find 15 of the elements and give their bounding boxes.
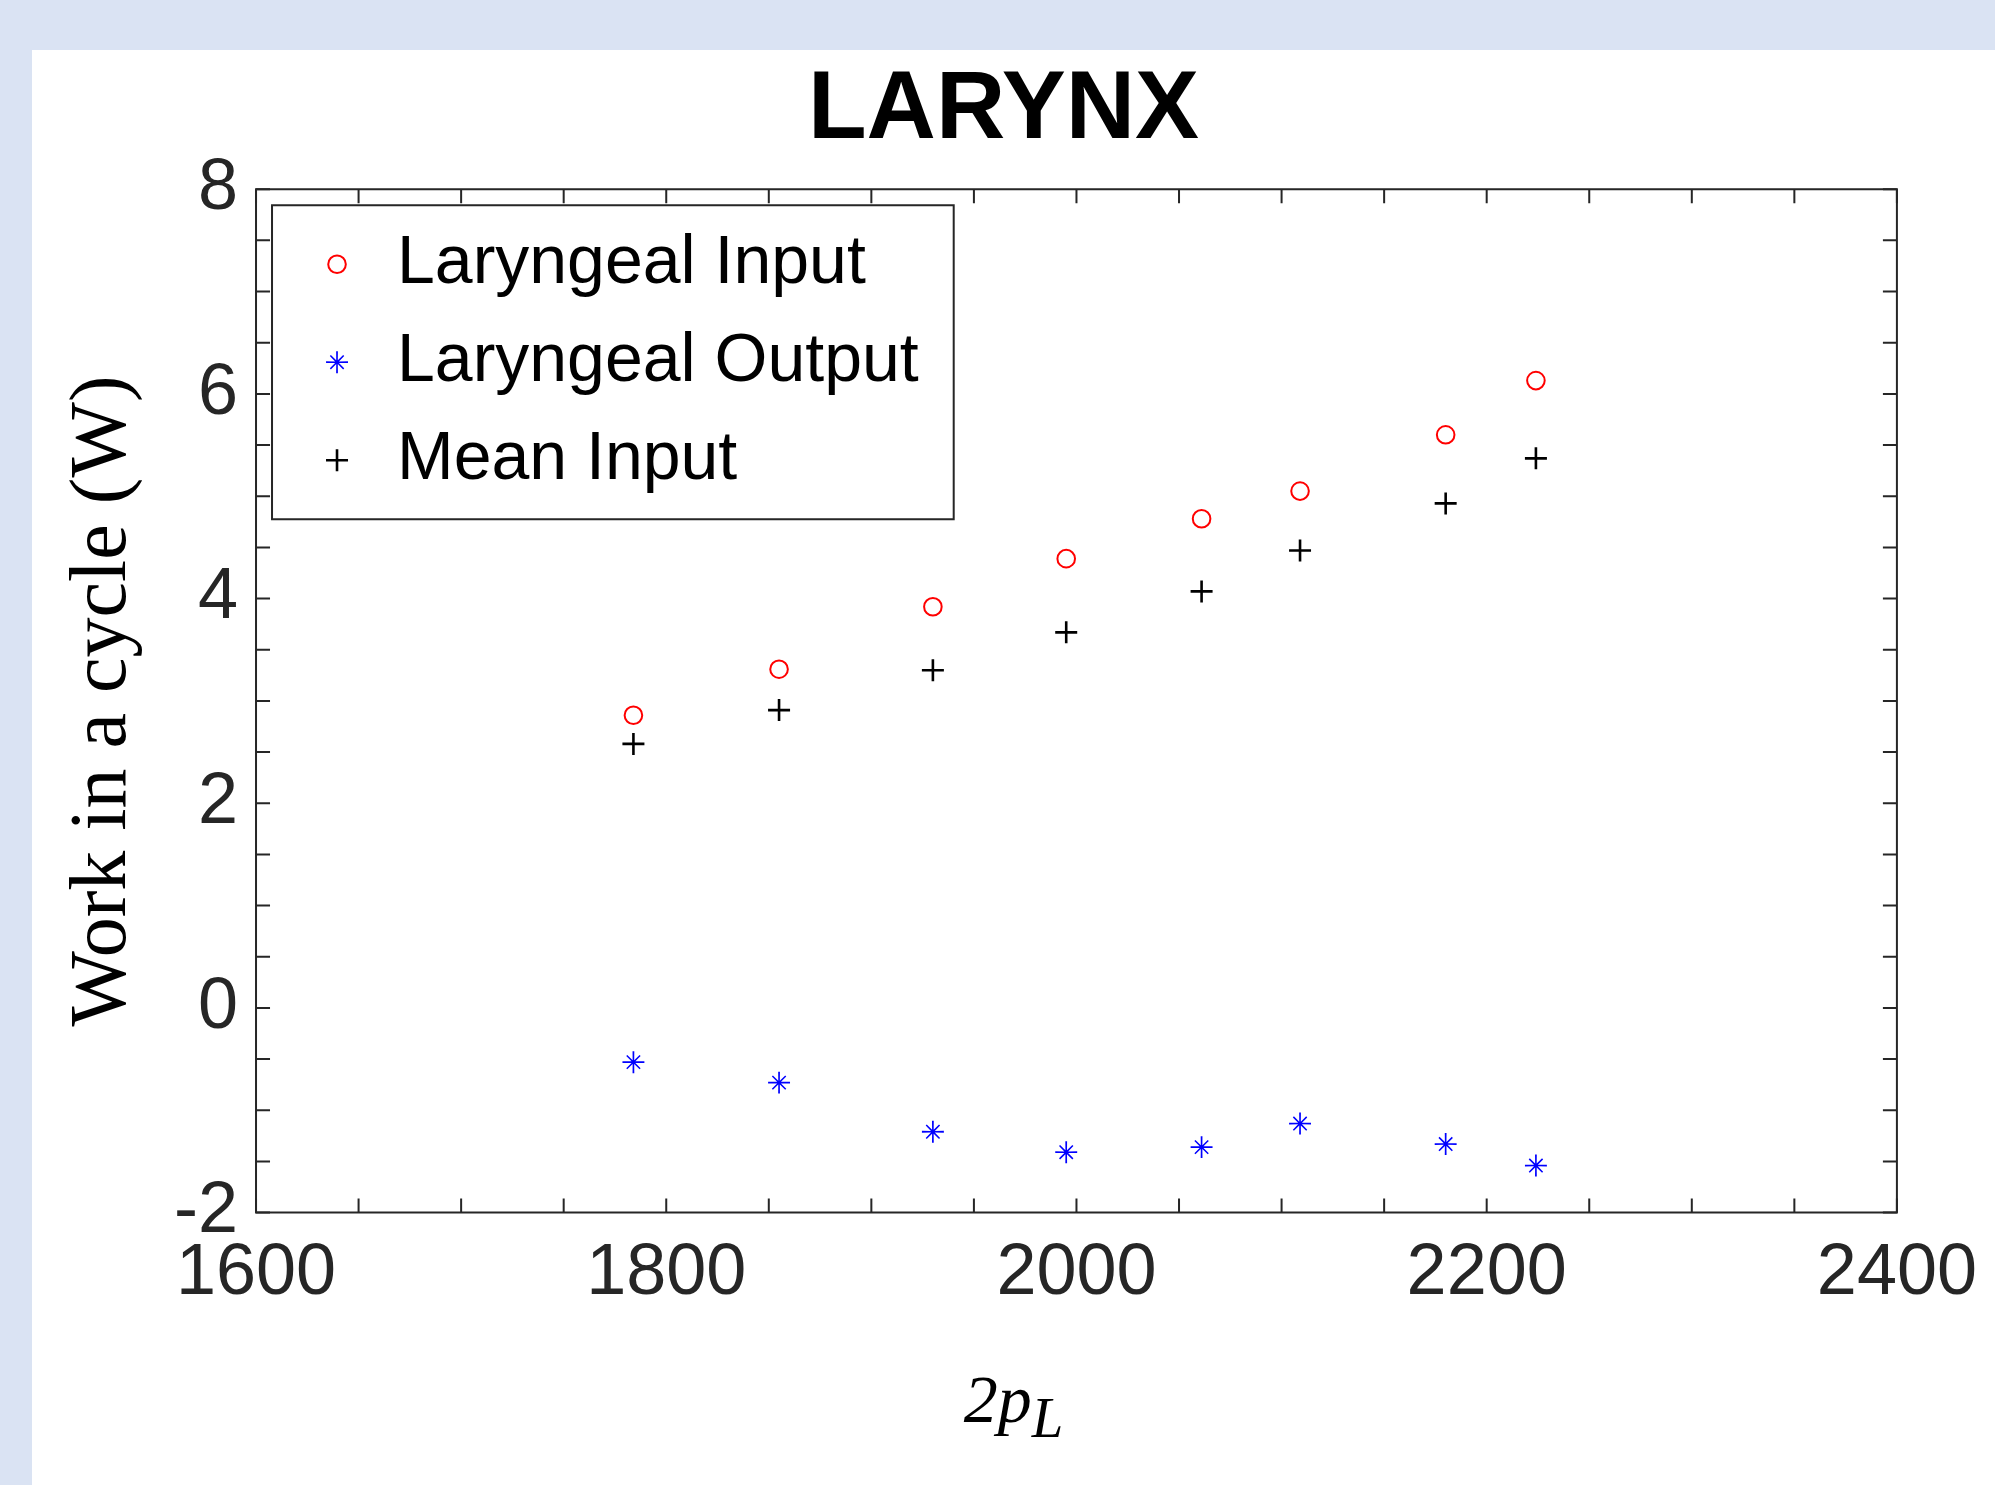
y-axis-title: Work in a cycle (W) (54, 375, 144, 1027)
legend-label: Laryngeal Output (397, 318, 919, 395)
x-axis-title: 2p$_{L}$ (962, 1360, 1065, 1450)
legend-label: Laryngeal Input (397, 220, 866, 297)
y-tick-label: 8 (197, 144, 239, 225)
x-tick-label: 1800 (586, 1228, 747, 1309)
x-tick-label: 2400 (1816, 1228, 1977, 1309)
y-tick-label: 2 (197, 758, 239, 839)
y-tick-label: 4 (197, 553, 239, 634)
y-tick-label: 6 (197, 348, 239, 429)
x-tick-label: 2200 (1406, 1228, 1567, 1309)
legend-label: Mean Input (397, 416, 738, 493)
x-tick-label: 2000 (996, 1228, 1157, 1309)
y-tick-label: 0 (197, 962, 239, 1043)
chart-title: LARYNX (807, 51, 1200, 159)
